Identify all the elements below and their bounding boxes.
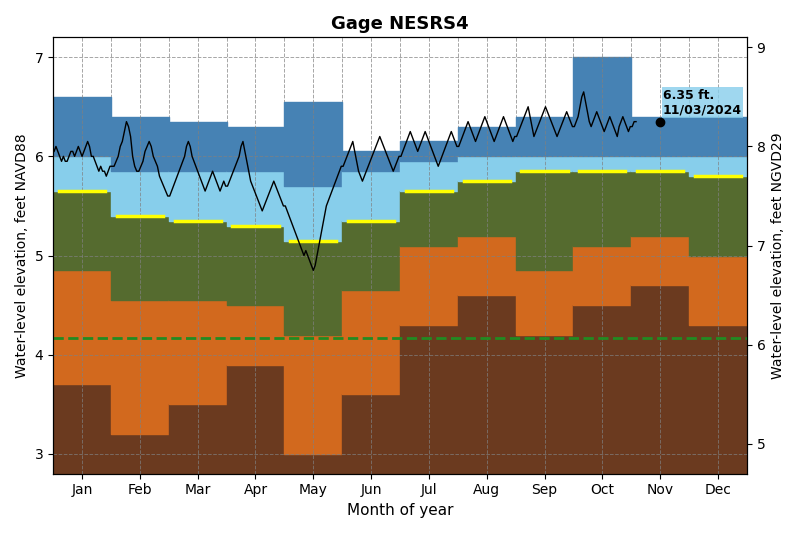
Y-axis label: Water-level elevation, feet NGVD29: Water-level elevation, feet NGVD29 — [771, 132, 785, 379]
Title: Gage NESRS4: Gage NESRS4 — [331, 15, 469, 33]
Text: 6.35 ft.
11/03/2024: 6.35 ft. 11/03/2024 — [663, 88, 742, 117]
X-axis label: Month of year: Month of year — [346, 503, 454, 518]
Y-axis label: Water-level elevation, feet NAVD88: Water-level elevation, feet NAVD88 — [15, 133, 29, 378]
